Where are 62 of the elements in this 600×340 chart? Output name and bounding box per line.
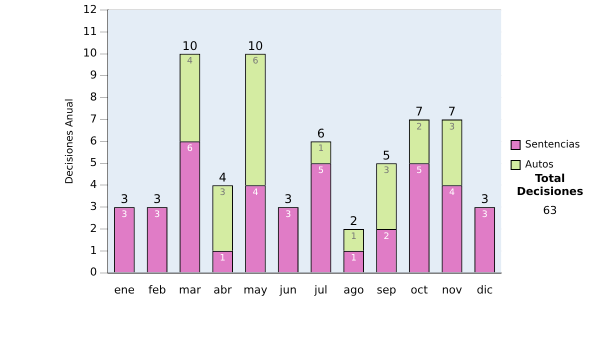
data-label: 1 — [318, 144, 324, 154]
y-tick-label: 10 — [82, 46, 97, 60]
data-label: 3 — [220, 188, 226, 198]
data-label: 6 — [187, 144, 194, 154]
total-label: 7 — [448, 104, 456, 119]
x-tick-label: nov — [442, 283, 463, 296]
total-label: 4 — [218, 170, 226, 184]
y-tick-label: 11 — [82, 24, 97, 38]
y-tick-label: 9 — [90, 68, 97, 82]
total-label: 7 — [415, 104, 424, 119]
x-tick-label: oct — [410, 283, 428, 296]
y-tick-label: 1 — [90, 244, 97, 257]
x-tick-label: dic — [476, 283, 493, 296]
data-label: 1 — [220, 254, 226, 264]
data-label: 4 — [252, 188, 259, 198]
legend-label: Autos — [525, 160, 554, 171]
y-tick-label: 5 — [90, 156, 97, 170]
legend-label: Sentencias — [525, 140, 580, 151]
y-tick-label: 0 — [90, 266, 97, 279]
data-label: 3 — [285, 210, 292, 220]
text: Total Decisiones — [516, 172, 584, 198]
total-label: 2 — [350, 214, 358, 228]
data-label: 3 — [122, 210, 128, 220]
data-label: 3 — [482, 210, 488, 220]
total-label: 3 — [120, 192, 128, 206]
data-label: 4 — [449, 188, 456, 198]
x-tick-label: mar — [178, 283, 202, 296]
x-tick-label: feb — [148, 283, 166, 296]
data-label: 5 — [416, 166, 422, 176]
total-label: 5 — [382, 148, 390, 162]
x-tick-label: ago — [343, 283, 364, 296]
data-label: 3 — [384, 166, 390, 176]
total-label: 10 — [182, 38, 198, 53]
total-label: 10 — [248, 38, 264, 53]
data-label: 1 — [350, 254, 357, 264]
total-label: 6 — [317, 126, 325, 141]
data-label: 4 — [187, 56, 194, 67]
data-label: 5 — [318, 166, 324, 176]
y-tick-label: 2 — [90, 222, 97, 235]
y-axis-title: Decisiones Anual — [64, 98, 76, 184]
y-tick-label: 6 — [90, 134, 97, 148]
x-tick-label: sep — [376, 283, 396, 296]
data-label: 1 — [350, 232, 357, 242]
y-tick-label: 7 — [90, 112, 97, 126]
x-tick-label: may — [243, 283, 268, 296]
data-label: 6 — [252, 56, 259, 67]
x-tick-label: abr — [214, 283, 232, 296]
y-tick-label: 4 — [90, 178, 97, 192]
y-tick-label: 12 — [82, 2, 97, 16]
text: 63 — [542, 204, 558, 217]
data-label: 2 — [416, 122, 422, 132]
data-label: 3 — [154, 210, 160, 220]
data-label: 2 — [384, 232, 390, 242]
x-tick-label: jul — [313, 283, 328, 296]
x-tick-label: ene — [114, 283, 135, 296]
y-tick-label: 8 — [90, 90, 97, 104]
y-tick-label: 3 — [90, 200, 97, 213]
total-label: 3 — [153, 192, 161, 206]
x-tick-label: jun — [278, 283, 297, 296]
data-label: 3 — [449, 122, 455, 132]
total-label: 3 — [284, 192, 292, 206]
total-label: 3 — [480, 192, 489, 206]
